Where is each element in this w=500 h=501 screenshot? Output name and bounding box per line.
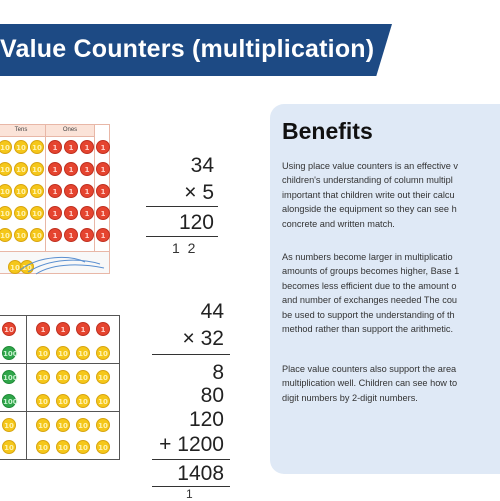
benefits-paragraph-2: As numbers become larger in multiplicati… [282, 252, 460, 335]
counter-red: 10 [2, 322, 16, 336]
counter-red: 1 [64, 228, 78, 242]
title-banner [0, 24, 392, 76]
calc1-carries: 1 2 [172, 240, 198, 256]
counter-yellow: 10 [36, 346, 50, 360]
counter-yellow: 10 [30, 206, 44, 220]
counter-red: 1 [96, 228, 110, 242]
counter-red: 1 [56, 322, 70, 336]
counter-yellow: 10 [0, 206, 12, 220]
page-title: Value Counters (multiplication) [0, 35, 375, 63]
counter-yellow: 10 [14, 228, 28, 242]
place-value-chart-2 [0, 315, 120, 460]
calc2-partial-4: + 1200 [159, 433, 224, 456]
counter-yellow: 10 [76, 346, 90, 360]
counter-yellow: 10 [30, 140, 44, 154]
counter-yellow: 10 [2, 440, 16, 454]
counter-yellow: 10 [30, 228, 44, 242]
counter-red: 1 [48, 228, 62, 242]
counter-red: 1 [76, 322, 90, 336]
counter-yellow: 10 [36, 370, 50, 384]
counter-yellow: 10 [0, 140, 12, 154]
counter-red: 1 [48, 162, 62, 176]
benefits-panel [270, 104, 500, 474]
counter-yellow: 10 [56, 346, 70, 360]
calc1-multiplicand: 34 [190, 154, 214, 177]
calc2-carry: 1 [186, 487, 193, 501]
counter-red: 1 [80, 206, 94, 220]
counter-red: 1 [80, 184, 94, 198]
calc2-partial-3: 120 [188, 408, 224, 431]
counter-yellow: 10 [96, 418, 110, 432]
counter-red: 1 [64, 140, 78, 154]
counter-red: 1 [80, 228, 94, 242]
calc2-rule-3 [152, 486, 230, 487]
calc2-multiplicand: 44 [200, 300, 224, 323]
counter-green: 100 [2, 394, 18, 408]
counter-red: 1 [96, 162, 110, 176]
counter-green: 100 [2, 346, 18, 360]
benefits-title: Benefits [282, 118, 373, 144]
calc2-rule-1 [152, 354, 230, 355]
calc1-result: 120 [178, 211, 214, 234]
counter-yellow: 10 [14, 184, 28, 198]
counter-yellow: 10 [56, 370, 70, 384]
calc2-multiplier: × 32 [182, 327, 224, 350]
counter-yellow: 10 [96, 370, 110, 384]
calc1-multiplier: × 5 [184, 181, 214, 204]
counter-red: 1 [96, 206, 110, 220]
counter-yellow: 10 [0, 228, 12, 242]
counter-red: 1 [80, 162, 94, 176]
counter-yellow: 10 [14, 206, 28, 220]
counter-red: 1 [64, 206, 78, 220]
counter-yellow: 10 [36, 418, 50, 432]
counter-yellow: 10 [96, 440, 110, 454]
counter-yellow: 10 [0, 162, 12, 176]
counter-yellow: 10 [96, 394, 110, 408]
counter-red: 1 [96, 184, 110, 198]
benefits-paragraph-1: Using place value counters is an effecti… [282, 161, 459, 229]
counter-red: 1 [64, 184, 78, 198]
counter-yellow: 10 [36, 440, 50, 454]
counter-yellow: 10 [56, 394, 70, 408]
counter-yellow: 10 [76, 440, 90, 454]
counter-red: 1 [48, 206, 62, 220]
calc2-result: 1408 [177, 462, 224, 485]
counter-red: 1 [64, 162, 78, 176]
calc1-rule-1 [146, 206, 218, 207]
counter-yellow: 10 [76, 370, 90, 384]
calc2-partial-1: 8 [212, 361, 224, 384]
counter-red: 1 [80, 140, 94, 154]
column-header-ones: Ones [46, 125, 94, 137]
counter-red: 1 [48, 184, 62, 198]
counter-red: 1 [48, 140, 62, 154]
counter-red: 1 [36, 322, 50, 336]
counter-yellow: 10 [30, 184, 44, 198]
benefits-paragraph-3: Place value counters also support the ar… [282, 364, 458, 403]
exchange-arrows [19, 257, 105, 275]
counter-green: 100 [2, 370, 18, 384]
counter-yellow: 10 [76, 394, 90, 408]
counter-yellow: 10 [56, 440, 70, 454]
calc2-rule-2 [152, 459, 230, 460]
counter-yellow: 10 [14, 140, 28, 154]
counter-red: 1 [96, 140, 110, 154]
counter-yellow: 10 [76, 418, 90, 432]
calc2-partial-2: 80 [200, 384, 224, 407]
counter-yellow: 10 [36, 394, 50, 408]
counter-yellow: 10 [96, 346, 110, 360]
counter-yellow: 10 [14, 162, 28, 176]
counter-yellow: 10 [0, 184, 12, 198]
counter-yellow: 10 [30, 162, 44, 176]
column-header-tens: Tens [0, 125, 45, 137]
counter-yellow: 10 [56, 418, 70, 432]
calc1-rule-2 [146, 236, 218, 237]
counter-red: 1 [96, 322, 110, 336]
counter-yellow: 10 [2, 418, 16, 432]
